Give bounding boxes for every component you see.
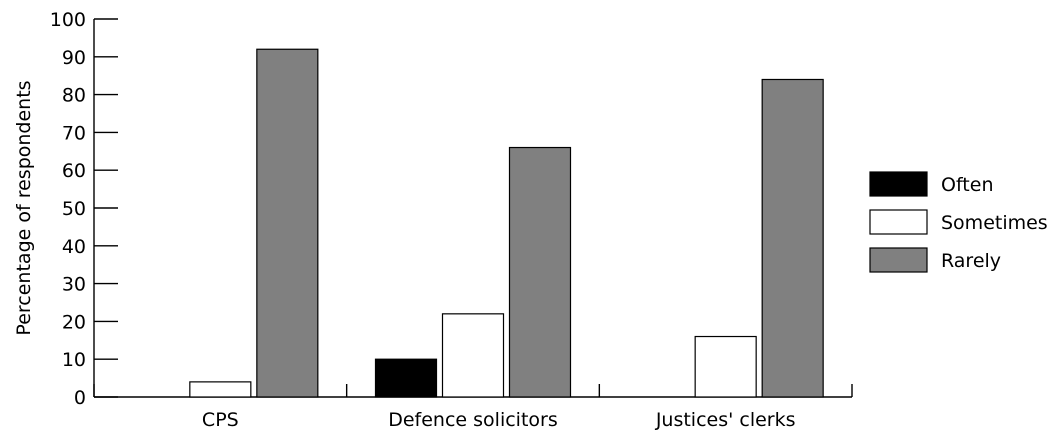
bar-rarely-2	[761, 78, 824, 398]
y-axis: 0 10 20 30 40 50 60 70 80 90 100	[50, 9, 118, 409]
legend-swatch-sometimes	[869, 209, 928, 235]
legend: Often Sometimes Rarely	[869, 171, 1048, 273]
legend-label-often: Often	[941, 174, 994, 196]
y-tick-label: 70	[62, 122, 86, 144]
x-category-label: Defence solicitors	[388, 409, 558, 430]
y-tick-label: 100	[50, 9, 86, 31]
y-tick-label: 40	[62, 236, 86, 258]
legend-label-rarely: Rarely	[941, 250, 1001, 272]
y-tick-label: 20	[62, 311, 86, 333]
y-tick-label: 30	[62, 274, 86, 296]
bar-sometimes-2	[694, 335, 757, 398]
bar-rarely-1	[508, 146, 572, 398]
bar-often-1	[374, 358, 438, 398]
y-tick-label: 60	[62, 160, 86, 182]
y-tick-label: 0	[74, 387, 86, 409]
legend-swatch-often	[869, 171, 928, 197]
y-tick-label: 90	[62, 47, 86, 69]
y-tick-label: 10	[62, 349, 86, 371]
bar-rarely-0	[256, 48, 319, 398]
x-category-label: Justices' clerks	[655, 409, 796, 430]
y-tick-label: 80	[62, 85, 86, 107]
y-axis-title: Percentage of respondents	[13, 80, 35, 335]
x-category-label: CPS	[202, 409, 239, 430]
bar-sometimes-0	[189, 381, 252, 398]
legend-swatch-rarely	[869, 247, 928, 273]
bar-sometimes-1	[441, 313, 505, 398]
legend-label-sometimes: Sometimes	[941, 212, 1048, 234]
y-tick-label: 50	[62, 198, 86, 220]
bars	[189, 48, 824, 398]
